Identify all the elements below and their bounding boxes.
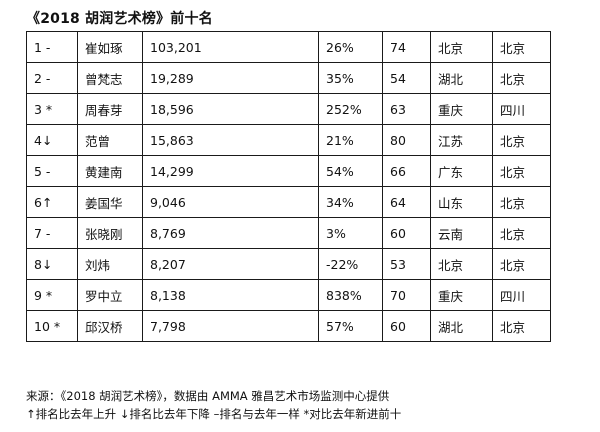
artist-name-cell: 邱汉桥 — [77, 310, 143, 342]
footnotes: 来源：《2018 胡润艺术榜》，数据由 AMMA 雅昌艺术市场监测中心提供 ↑排… — [26, 387, 401, 423]
ranking-table: 1 - 崔如琢 103,201 26% 74 北京 北京 2 - 曾梵志 19,289 35% 54 湖… — [26, 31, 551, 342]
table-row: 5 - 黄建南 14,299 54% 66 广东 北京 — [26, 155, 551, 187]
sales-cell: 19,289 — [142, 62, 319, 94]
artist-name-cell: 刘炜 — [77, 248, 143, 280]
residence-cell: 北京 — [492, 217, 551, 249]
sales-cell: 8,138 — [142, 279, 319, 311]
rank-cell: 7 - — [26, 217, 78, 249]
table-row: 10 * 邱汉桥 7,798 57% 60 湖北 北京 — [26, 310, 551, 342]
residence-cell: 北京 — [492, 310, 551, 342]
age-cell: 66 — [382, 155, 431, 187]
age-cell: 60 — [382, 310, 431, 342]
age-cell: 63 — [382, 93, 431, 125]
birthplace-cell: 云南 — [430, 217, 493, 249]
birthplace-cell: 北京 — [430, 248, 493, 280]
source-note: 来源：《2018 胡润艺术榜》，数据由 AMMA 雅昌艺术市场监测中心提供 — [26, 389, 390, 403]
residence-cell: 北京 — [492, 186, 551, 218]
residence-cell: 北京 — [492, 248, 551, 280]
artist-name-cell: 黄建南 — [77, 155, 143, 187]
table-row: 8↓ 刘炜 8,207 -22% 53 北京 北京 — [26, 248, 551, 280]
sales-cell: 8,769 — [142, 217, 319, 249]
sales-cell: 7,798 — [142, 310, 319, 342]
residence-cell: 四川 — [492, 279, 551, 311]
table-row: 1 - 崔如琢 103,201 26% 74 北京 北京 — [26, 31, 551, 63]
artist-name-cell: 罗中立 — [77, 279, 143, 311]
change-cell: 34% — [318, 186, 383, 218]
table-row: 9 * 罗中立 8,138 838% 70 重庆 四川 — [26, 279, 551, 311]
artist-name-cell: 范曾 — [77, 124, 143, 156]
table-title: 《2018 胡润艺术榜》前十名 — [26, 11, 213, 27]
age-cell: 64 — [382, 186, 431, 218]
artist-name-cell: 崔如琢 — [77, 31, 143, 63]
sales-cell: 103,201 — [142, 31, 319, 63]
birthplace-cell: 江苏 — [430, 124, 493, 156]
rank-cell: 6↑ — [26, 186, 78, 218]
rank-cell: 4↓ — [26, 124, 78, 156]
table-row: 4↓ 范曾 15,863 21% 80 江苏 北京 — [26, 124, 551, 156]
rank-cell: 10 * — [26, 310, 78, 342]
rank-cell: 8↓ — [26, 248, 78, 280]
change-cell: 838% — [318, 279, 383, 311]
change-cell: -22% — [318, 248, 383, 280]
age-cell: 80 — [382, 124, 431, 156]
change-cell: 54% — [318, 155, 383, 187]
table-row: 7 - 张晓刚 8,769 3% 60 云南 北京 — [26, 217, 551, 249]
residence-cell: 北京 — [492, 62, 551, 94]
residence-cell: 北京 — [492, 155, 551, 187]
birthplace-cell: 山东 — [430, 186, 493, 218]
legend-note: ↑排名比去年上升 ↓排名比去年下降 –排名与去年一样 *对比去年新进前十 — [26, 407, 402, 421]
change-cell: 252% — [318, 93, 383, 125]
table-row: 6↑ 姜国华 9,046 34% 64 山东 北京 — [26, 186, 551, 218]
age-cell: 70 — [382, 279, 431, 311]
artist-name-cell: 张晓刚 — [77, 217, 143, 249]
change-cell: 57% — [318, 310, 383, 342]
sales-cell: 14,299 — [142, 155, 319, 187]
artist-name-cell: 曾梵志 — [77, 62, 143, 94]
table-row: 3 * 周春芽 18,596 252% 63 重庆 四川 — [26, 93, 551, 125]
rank-cell: 1 - — [26, 31, 78, 63]
sales-cell: 8,207 — [142, 248, 319, 280]
table-row: 2 - 曾梵志 19,289 35% 54 湖北 北京 — [26, 62, 551, 94]
sales-cell: 18,596 — [142, 93, 319, 125]
rank-cell: 2 - — [26, 62, 78, 94]
change-cell: 21% — [318, 124, 383, 156]
artist-name-cell: 周春芽 — [77, 93, 143, 125]
residence-cell: 四川 — [492, 93, 551, 125]
birthplace-cell: 广东 — [430, 155, 493, 187]
rank-cell: 9 * — [26, 279, 78, 311]
age-cell: 74 — [382, 31, 431, 63]
age-cell: 54 — [382, 62, 431, 94]
rank-cell: 5 - — [26, 155, 78, 187]
residence-cell: 北京 — [492, 124, 551, 156]
residence-cell: 北京 — [492, 31, 551, 63]
age-cell: 53 — [382, 248, 431, 280]
change-cell: 3% — [318, 217, 383, 249]
sales-cell: 15,863 — [142, 124, 319, 156]
birthplace-cell: 重庆 — [430, 279, 493, 311]
birthplace-cell: 北京 — [430, 31, 493, 63]
change-cell: 35% — [318, 62, 383, 94]
rank-cell: 3 * — [26, 93, 78, 125]
birthplace-cell: 重庆 — [430, 93, 493, 125]
ranking-table-body: 1 - 崔如琢 103,201 26% 74 北京 北京 2 - 曾梵志 19,289 35% 54 湖… — [26, 31, 551, 342]
birthplace-cell: 湖北 — [430, 62, 493, 94]
artist-name-cell: 姜国华 — [77, 186, 143, 218]
sales-cell: 9,046 — [142, 186, 319, 218]
age-cell: 60 — [382, 217, 431, 249]
change-cell: 26% — [318, 31, 383, 63]
birthplace-cell: 湖北 — [430, 310, 493, 342]
